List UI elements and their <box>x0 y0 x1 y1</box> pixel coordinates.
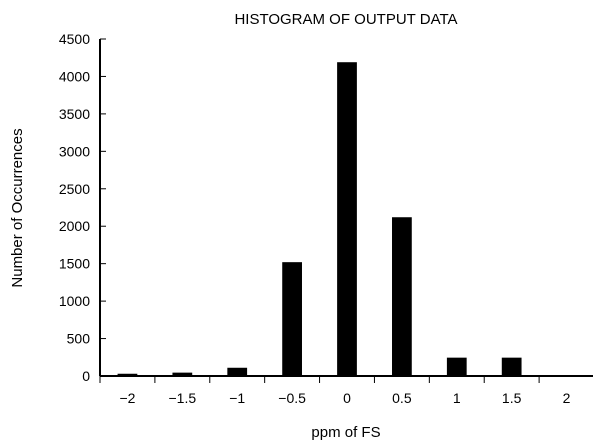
bar <box>227 367 248 376</box>
bar <box>446 357 467 376</box>
bar <box>172 372 193 376</box>
x-tick-label: 1.5 <box>502 390 522 406</box>
y-tick-label: 3000 <box>59 143 90 159</box>
bar <box>282 262 302 376</box>
bar <box>117 373 138 376</box>
bar <box>501 357 522 376</box>
chart-title: HISTOGRAM OF OUTPUT DATA <box>234 11 457 28</box>
bars-group <box>117 62 522 377</box>
y-axis-ticks: 0 500 1000 1500 2000 2500 3000 3500 4000 4500 <box>59 31 106 384</box>
y-tick-label: 2500 <box>59 181 90 197</box>
x-tick-label: 0 <box>343 390 351 406</box>
y-tick-label: 1000 <box>59 293 90 309</box>
x-tick-label: 1 <box>453 390 461 406</box>
y-tick-label: 500 <box>67 331 91 347</box>
y-tick-label: 4500 <box>59 31 90 47</box>
bar <box>392 217 412 376</box>
y-tick-label: 2000 <box>59 218 90 234</box>
y-tick-label: 1500 <box>59 256 90 272</box>
x-tick-label: 0.5 <box>392 390 412 406</box>
y-tick-label: 3500 <box>59 106 90 122</box>
x-tick-label: 2 <box>563 390 571 406</box>
x-axis-ticks: −2 −1.5 −1 −0.5 0 0.5 1 1.5 2 <box>99 376 571 406</box>
x-tick-label: −0.5 <box>278 390 306 406</box>
y-axis-title: Number of Occurrences <box>9 128 26 287</box>
bar <box>337 62 357 377</box>
x-tick-label: −1 <box>229 390 245 406</box>
y-tick-label: 4000 <box>59 68 90 84</box>
y-tick-label: 0 <box>82 368 90 384</box>
x-axis-title: ppm of FS <box>311 424 380 441</box>
x-tick-label: −1.5 <box>169 390 197 406</box>
x-tick-label: −2 <box>119 390 135 406</box>
